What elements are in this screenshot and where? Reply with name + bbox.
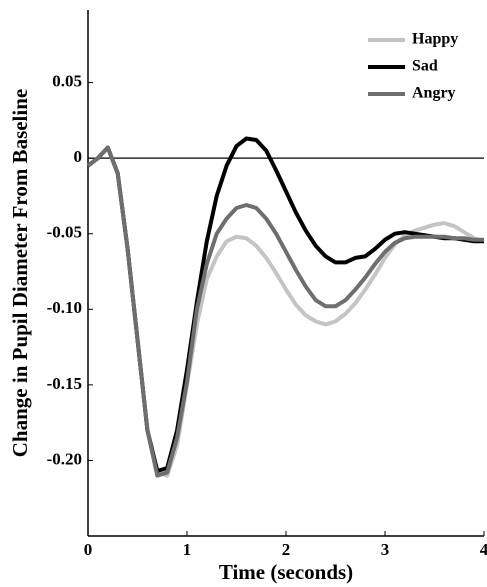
y-axis-title: Change in Pupil Diameter From Baseline: [8, 89, 32, 457]
y-tick-label: -0.10: [47, 298, 82, 317]
x-tick-label: 2: [282, 540, 291, 559]
x-tick-label: 0: [84, 540, 93, 559]
x-tick-label: 3: [381, 540, 390, 559]
y-tick-label: -0.15: [47, 374, 82, 393]
x-tick-label: 1: [183, 540, 192, 559]
x-tick-label: 4: [480, 540, 487, 559]
y-tick-label: -0.05: [47, 223, 82, 242]
legend-text: Sad: [412, 58, 438, 75]
y-tick-label: 0: [74, 147, 83, 166]
series-line: [86, 145, 484, 478]
y-tick-label: -0.20: [47, 449, 82, 468]
y-tick-label: 0.05: [52, 71, 82, 90]
x-axis-title: Time (seconds): [219, 560, 353, 584]
legend-text: Happy: [412, 31, 458, 48]
legend-text: Angry: [412, 85, 456, 102]
